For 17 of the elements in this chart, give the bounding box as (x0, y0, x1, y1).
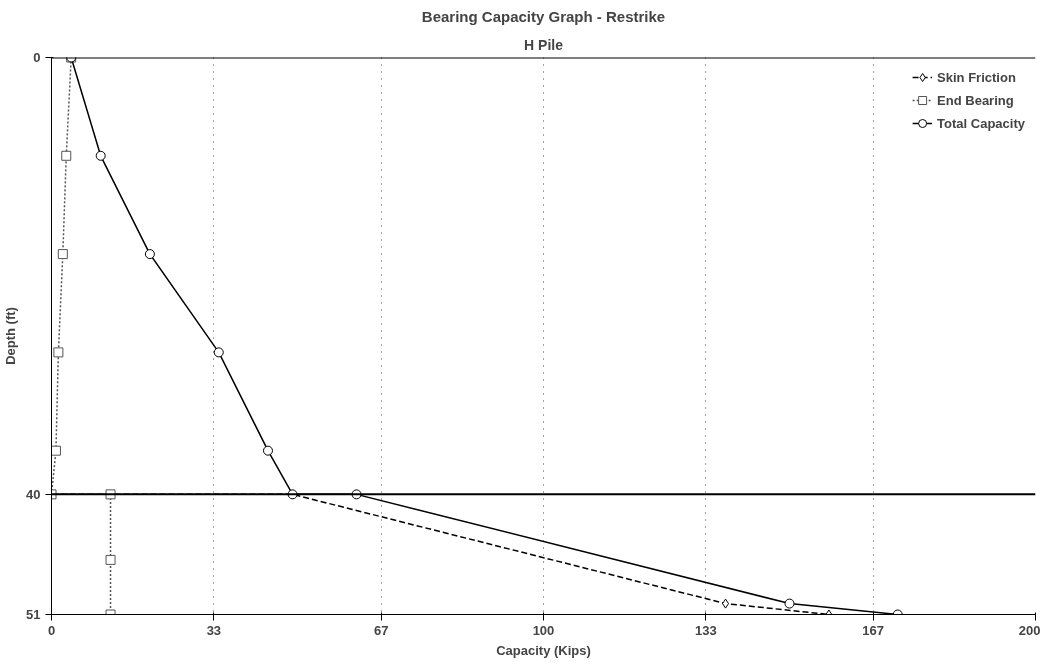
y-axis-title: Depth (ft) (3, 307, 19, 365)
chart-subtitle: H Pile (524, 36, 564, 53)
x-axis-title: Capacity (Kips) (496, 642, 591, 658)
legend-label: Skin Friction (937, 69, 1016, 85)
legend-label: End Bearing (937, 92, 1014, 108)
y-tick-label: 40 (26, 486, 41, 502)
y-tick-label: 51 (26, 607, 41, 622)
x-tick-label: 167 (862, 622, 884, 638)
y-tick-label: 0 (33, 50, 41, 65)
legend-label: Total Capacity (937, 115, 1025, 131)
x-tick-label: 33 (206, 622, 222, 638)
x-tick-label: 100 (532, 622, 555, 638)
x-tick-label: 200 (1018, 622, 1041, 638)
x-tick-label: 133 (695, 622, 717, 638)
chart-title: Bearing Capacity Graph - Restrike (421, 7, 666, 25)
x-tick-label: 67 (373, 622, 389, 638)
x-tick-label: 0 (47, 622, 56, 638)
